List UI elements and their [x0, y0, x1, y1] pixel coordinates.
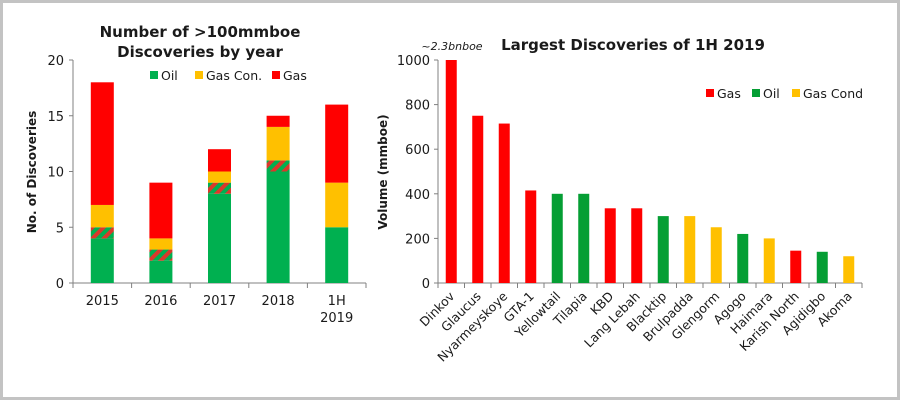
right-chart: Largest Discoveries of 1H 2019 ~2.3bnboe… — [376, 36, 863, 365]
right-bar-brulpadda — [684, 216, 696, 283]
left-legend-swatch-gas — [272, 71, 280, 79]
right-bar-karish-north — [790, 250, 802, 283]
left-y-tick-label: 0 — [56, 277, 64, 292]
left-bar-oil-2018 — [266, 171, 290, 283]
left-legend-label: Gas Con. — [206, 68, 262, 83]
left-chart-legend: Oil Gas Con. Gas — [150, 68, 307, 83]
right-bar-nyarmeyskoye — [498, 123, 510, 284]
left-y-tick-label: 5 — [56, 221, 64, 236]
left-axes: 0 5 10 15 20 2015 2016 2017 2018 1H 2019 — [47, 54, 367, 326]
right-bar-yellowtail — [551, 193, 563, 283]
left-bar-gas-2018 — [266, 115, 290, 127]
right-bar-tilapia — [578, 193, 590, 283]
left-bar-gas-con--2017 — [208, 171, 231, 183]
left-bars — [90, 82, 349, 283]
right-bar-akoma — [843, 256, 855, 283]
left-chart-title-line1: Number of >100mmboe — [100, 23, 301, 41]
right-bar-haimara — [763, 238, 775, 283]
left-bar-oil-gas-hatched--2018 — [266, 160, 290, 172]
left-y-tick-label: 10 — [47, 166, 64, 181]
right-y-axis-label: Volume (mmboe) — [376, 114, 390, 229]
right-y-tick-label: 0 — [422, 277, 430, 292]
right-legend-label: Oil — [763, 86, 780, 101]
left-bar-gas-con--2015 — [90, 204, 114, 228]
right-legend-swatch-gas — [706, 89, 714, 97]
right-y-tick-label: 800 — [405, 99, 430, 114]
left-x-tick-label: 2019 — [320, 311, 353, 326]
left-legend-label: Oil — [161, 68, 178, 83]
right-legend-label: Gas — [717, 86, 741, 101]
right-bar-blacktip — [657, 216, 669, 283]
right-bar-glaucus — [472, 115, 484, 283]
left-bar-gas-1H-2019 — [325, 104, 349, 183]
right-y-tick-label: 1000 — [397, 54, 430, 69]
left-bar-gas-2016 — [149, 182, 173, 239]
right-bar-dinkov — [445, 60, 457, 283]
left-bar-gas-con--1H-2019 — [325, 182, 349, 228]
left-bar-gas-con--2018 — [266, 126, 290, 161]
left-x-tick-label: 2015 — [86, 294, 119, 309]
dinkov-annotation: ~2.3bnboe — [421, 40, 482, 53]
right-bar-kbd — [604, 208, 616, 283]
right-chart-legend: Gas Oil Gas Cond — [706, 86, 863, 101]
right-y-tick-label: 400 — [405, 188, 430, 203]
left-legend-swatch-oil — [150, 71, 158, 79]
left-bar-oil-gas-hatched--2015 — [90, 227, 114, 239]
left-y-tick-label: 20 — [47, 54, 64, 69]
left-bar-oil-gas-hatched--2017 — [208, 182, 231, 194]
left-x-tick-label: 2016 — [144, 294, 177, 309]
right-chart-title: Largest Discoveries of 1H 2019 — [501, 36, 765, 54]
left-legend-label: Gas — [283, 68, 307, 83]
left-bar-oil-2015 — [90, 238, 114, 283]
right-bar-lang-lebah — [631, 208, 643, 283]
right-y-tick-label: 600 — [405, 143, 430, 158]
right-legend-swatch-oil_right — [752, 89, 760, 97]
right-bar-gta-1 — [525, 190, 537, 283]
left-x-tick-label: 2017 — [203, 294, 236, 309]
left-bar-gas-2017 — [208, 149, 231, 172]
left-bar-oil-gas-hatched--2016 — [149, 249, 173, 261]
right-legend-label: Gas Cond — [803, 86, 863, 101]
left-y-tick-label: 15 — [47, 110, 64, 125]
left-legend-swatch-gas_con — [195, 71, 203, 79]
left-y-axis-label: No. of Discoveries — [25, 111, 39, 234]
right-y-tick-label: 200 — [405, 232, 430, 247]
right-axes: 02004006008001000DinkovGlaucusNyarmeysko… — [397, 54, 863, 365]
left-bar-oil-2016 — [149, 260, 173, 283]
right-bar-agogo — [737, 233, 749, 283]
left-bar-oil-1H-2019 — [325, 227, 349, 283]
left-chart: Number of >100mmboe Discoveries by year … — [25, 23, 367, 326]
right-bar-glengorm — [710, 227, 722, 283]
right-bar-agidigbo — [816, 251, 828, 283]
right-legend-swatch-gas_con — [792, 89, 800, 97]
left-x-tick-label: 2018 — [262, 294, 295, 309]
left-x-tick-label: 1H — [328, 294, 346, 309]
left-bar-gas-2015 — [90, 82, 114, 205]
left-chart-title-line2: Discoveries by year — [117, 43, 283, 61]
right-bars — [445, 60, 855, 284]
left-bar-oil-2017 — [208, 193, 231, 283]
left-bar-gas-con--2016 — [149, 238, 173, 250]
